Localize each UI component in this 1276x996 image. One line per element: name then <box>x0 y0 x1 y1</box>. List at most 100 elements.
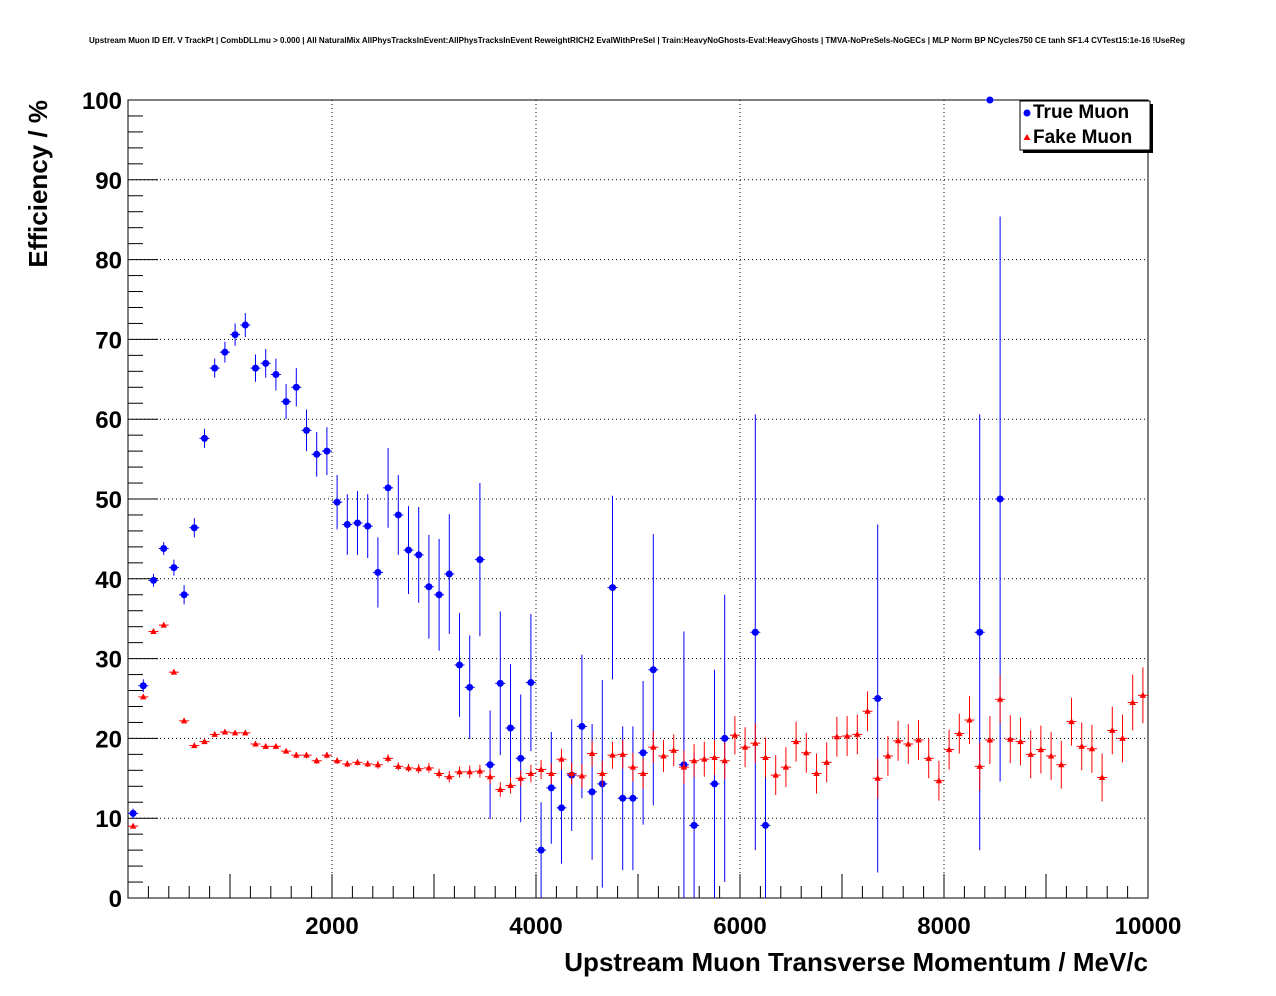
data-point <box>180 591 188 599</box>
data-point <box>405 546 412 554</box>
data-point <box>547 784 555 792</box>
data-point <box>1119 734 1126 741</box>
data-point <box>262 359 270 367</box>
data-point <box>496 679 504 687</box>
data-point <box>466 683 474 691</box>
data-point <box>711 754 718 761</box>
data-point <box>884 752 892 759</box>
data-point <box>456 661 463 669</box>
data-point <box>578 772 586 779</box>
data-point <box>558 755 565 762</box>
data-point <box>823 758 830 765</box>
data-point <box>435 591 443 599</box>
data-point <box>150 576 157 584</box>
data-point <box>486 761 494 769</box>
data-point <box>619 794 627 802</box>
data-point <box>966 716 973 723</box>
data-point <box>527 679 535 687</box>
y-tick-label: 80 <box>95 248 122 275</box>
y-tick-label: 30 <box>95 647 122 674</box>
data-point <box>364 760 371 767</box>
data-point <box>129 809 137 817</box>
data-point <box>303 751 310 758</box>
y-axis-title: Efficiency / % <box>23 100 53 268</box>
data-point <box>721 734 729 742</box>
legend-fake-muon-label: Fake Muon <box>1033 127 1132 148</box>
data-point <box>394 511 402 519</box>
data-point <box>619 750 626 757</box>
data-point <box>292 383 300 391</box>
data-series <box>128 96 1148 898</box>
data-point <box>599 770 606 777</box>
data-point <box>721 757 728 764</box>
data-point <box>242 729 249 736</box>
data-point <box>945 746 953 753</box>
series-true-muon <box>128 96 1006 898</box>
data-point <box>1068 718 1075 725</box>
data-point <box>456 768 463 775</box>
series-fake-muon <box>128 621 1148 829</box>
data-point <box>333 498 341 506</box>
data-point <box>170 564 178 572</box>
data-point <box>976 762 983 769</box>
data-point <box>129 822 137 829</box>
y-tick-labels: 0 10 20 30 40 50 60 70 80 90 100 <box>82 88 122 913</box>
data-point <box>1088 745 1096 752</box>
data-point <box>588 750 596 757</box>
data-point <box>445 570 453 578</box>
data-point <box>191 742 198 749</box>
data-point <box>170 668 178 675</box>
data-point <box>690 757 698 764</box>
x-tick-labels: 2000 4000 6000 8000 10000 <box>305 913 1181 940</box>
y-tick-label: 10 <box>95 806 122 833</box>
data-point <box>690 821 698 829</box>
data-point <box>1078 742 1085 749</box>
legend-box <box>1019 100 1151 151</box>
data-point <box>231 331 239 339</box>
data-point <box>558 804 565 812</box>
y-tick-label: 40 <box>95 567 122 594</box>
data-point <box>996 495 1004 503</box>
data-point <box>150 627 157 634</box>
data-point <box>313 757 320 764</box>
data-point <box>507 781 514 788</box>
data-point <box>956 730 963 737</box>
data-point <box>476 556 484 564</box>
data-point <box>854 730 861 737</box>
data-point <box>140 693 147 700</box>
y-tick-label: 20 <box>95 726 122 753</box>
data-point <box>609 751 616 758</box>
data-point <box>609 584 616 592</box>
data-point <box>497 785 504 792</box>
data-point <box>425 764 433 771</box>
data-point <box>905 740 912 747</box>
data-point <box>874 774 881 781</box>
data-point <box>384 754 392 761</box>
data-point <box>670 746 677 753</box>
data-point <box>160 621 167 628</box>
data-point <box>1129 698 1136 705</box>
data-point <box>731 731 739 738</box>
data-point <box>190 524 198 532</box>
data-point <box>343 521 351 529</box>
chart-title: Upstream Muon ID Eff. V TrackPt | CombDL… <box>89 36 1185 45</box>
data-point <box>772 771 779 778</box>
data-point <box>333 757 341 764</box>
data-point <box>446 773 453 780</box>
data-point <box>241 321 249 329</box>
data-point <box>262 742 269 749</box>
data-point <box>435 770 443 777</box>
x-tick-label: 4000 <box>509 913 562 940</box>
data-point <box>711 780 718 788</box>
data-point <box>1109 726 1116 733</box>
data-point <box>303 426 310 434</box>
data-point <box>374 761 382 768</box>
data-point <box>211 364 219 372</box>
data-point <box>384 484 392 492</box>
data-point <box>272 742 280 749</box>
data-point <box>874 695 882 702</box>
data-point <box>221 728 229 735</box>
data-point <box>272 371 280 379</box>
data-point <box>843 732 851 739</box>
